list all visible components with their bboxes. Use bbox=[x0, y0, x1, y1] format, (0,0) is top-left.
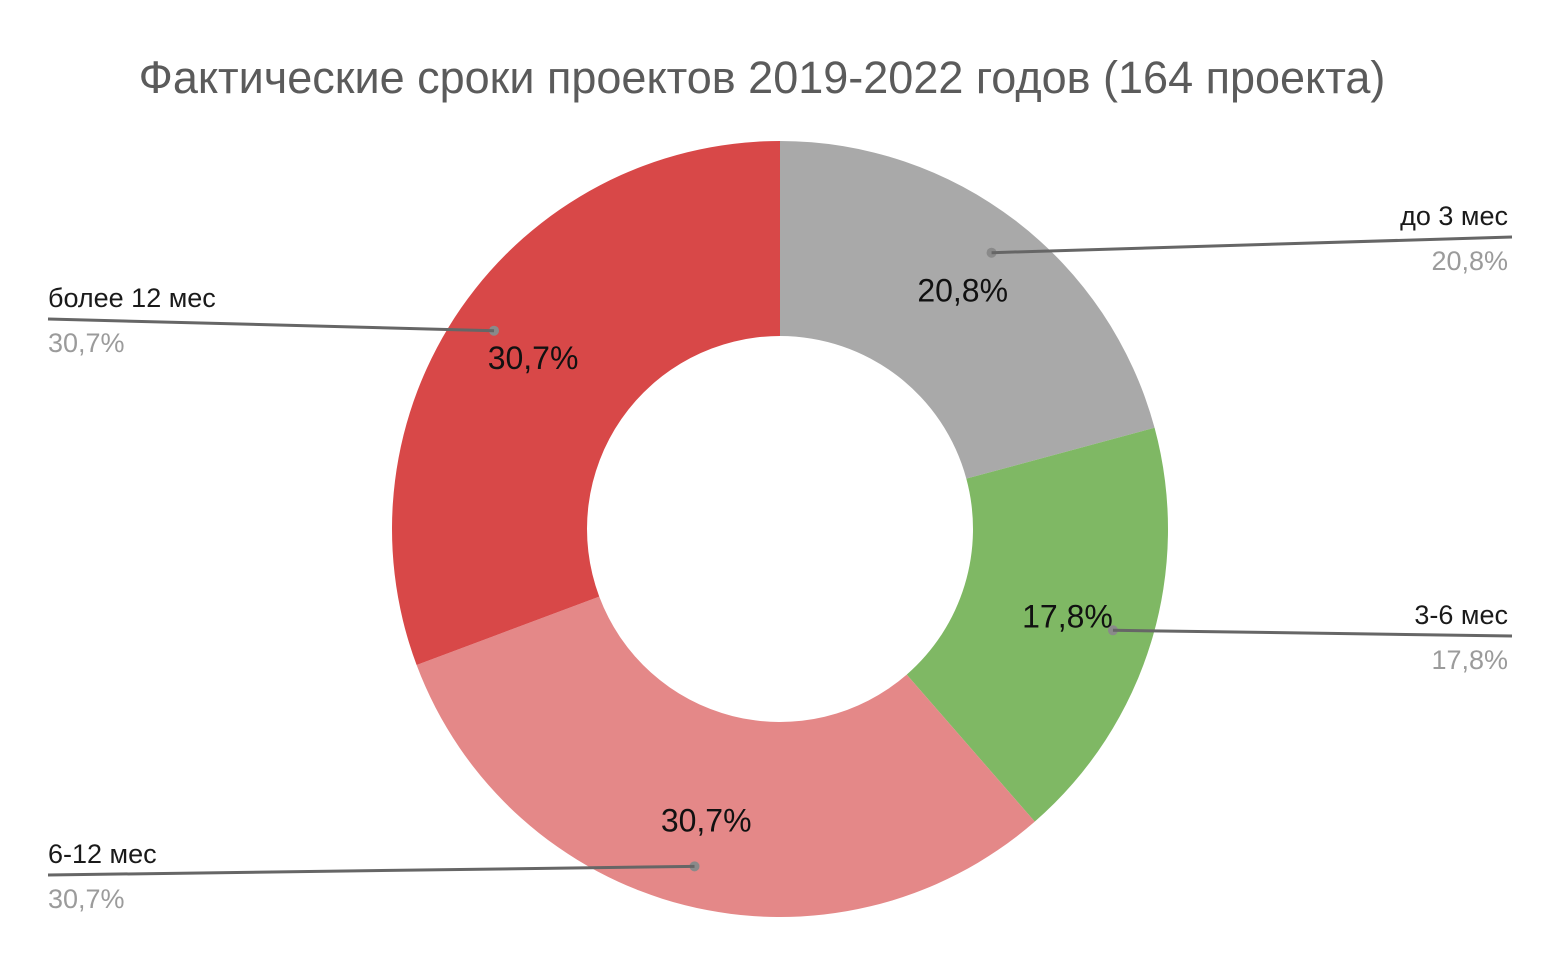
slice-3-category-label: 6-12 мес bbox=[48, 839, 157, 869]
slice-value-labels: 20,8% 17,8% 30,7% 30,7% bbox=[488, 272, 1113, 838]
slice-3-leader-line bbox=[47, 864, 695, 877]
slice-4-value-label: 30,7% bbox=[488, 340, 579, 376]
slice-2-leader-line bbox=[1112, 628, 1513, 638]
slice-2 bbox=[906, 427, 1169, 822]
slice-1-category-label: до 3 мес bbox=[1400, 201, 1508, 231]
donut-slices bbox=[392, 141, 1169, 918]
slice-2-callout-percent: 17,8% bbox=[1431, 645, 1508, 675]
slice-1 bbox=[780, 141, 1155, 479]
slice-2-category-label: 3-6 мес bbox=[1414, 600, 1508, 630]
slice-4 bbox=[392, 141, 780, 666]
slice-4-leader-line bbox=[47, 317, 495, 333]
slice-3-value-label: 30,7% bbox=[661, 802, 752, 838]
slice-1-leader-line bbox=[991, 235, 1513, 255]
slice-callouts: до 3 мес 20,8% 3-6 мес 17,8% 6-12 мес 30,7% бо… bbox=[47, 201, 1513, 914]
slice-4-callout-percent: 30,7% bbox=[48, 328, 125, 358]
slice-2-value-label: 17,8% bbox=[1022, 598, 1113, 634]
slice-1-callout-percent: 20,8% bbox=[1431, 246, 1508, 276]
slice-3 bbox=[416, 596, 1035, 918]
chart-title: Фактические сроки проектов 2019-2022 год… bbox=[139, 52, 1386, 103]
slice-1-value-label: 20,8% bbox=[917, 272, 1008, 308]
slice-4-category-label: более 12 мес bbox=[48, 283, 216, 313]
slice-3-callout-percent: 30,7% bbox=[48, 884, 125, 914]
